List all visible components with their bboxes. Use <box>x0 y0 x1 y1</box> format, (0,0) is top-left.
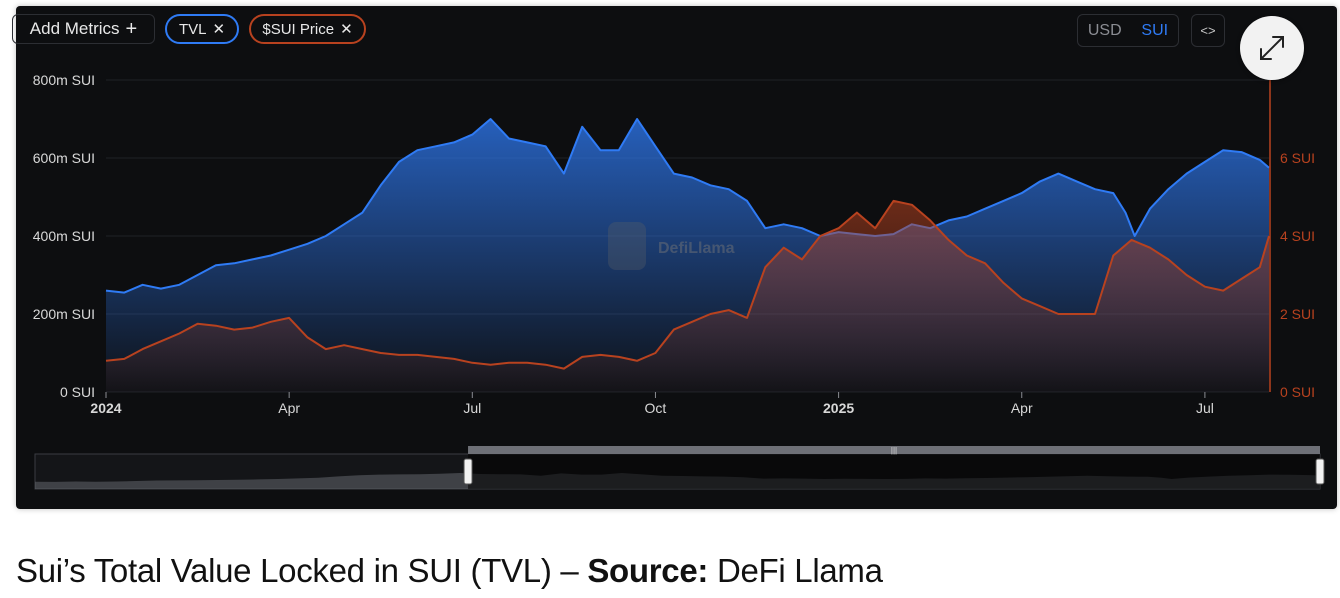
navigator-handle[interactable] <box>463 458 473 485</box>
tvl-line <box>105 118 1270 294</box>
series-areas <box>105 118 1270 392</box>
y-left-tick-label: 400m SUI <box>33 228 95 244</box>
tvl-metric-pill[interactable]: TVL ✕ <box>165 14 239 44</box>
expand-icon <box>1260 36 1284 60</box>
caption-source-name: DeFi Llama <box>708 552 883 589</box>
x-tick-label: 2024 <box>90 400 121 416</box>
llama-logo-icon <box>608 222 646 270</box>
y-right-tick-label: 0 SUI <box>1280 384 1315 400</box>
axes: 0 SUI 200m SUI 400m SUI 600m SUI 800m SUI 0 S… <box>33 72 1315 416</box>
sui-price-metric-pill[interactable]: $SUI Price ✕ <box>249 14 366 44</box>
y-right-tick-label: 4 SUI <box>1280 228 1315 244</box>
x-tick-label: 2025 <box>823 400 854 416</box>
expand-button[interactable] <box>1240 16 1304 80</box>
plus-icon: + <box>125 17 138 40</box>
denomination-toggle: USD SUI <box>1077 14 1179 47</box>
scrollbar-grip-icon: ||| <box>891 446 897 455</box>
figure-caption: Sui’s Total Value Locked in SUI (TVL) – … <box>16 552 883 590</box>
add-metrics-button[interactable]: Add Metrics + <box>12 14 155 44</box>
x-tick-label: Jul <box>463 400 481 416</box>
watermark-text: DefiLlama <box>658 240 735 257</box>
y-right-tick-label: 6 SUI <box>1280 150 1315 166</box>
sui-price-area <box>106 200 1269 392</box>
defillama-watermark: DefiLlama <box>608 222 735 270</box>
y-left-tick-label: 800m SUI <box>33 72 95 88</box>
y-left-tick-label: 200m SUI <box>33 306 95 322</box>
x-tick-label: Apr <box>278 400 300 416</box>
usd-option[interactable]: USD <box>1087 21 1122 39</box>
y-left-tick-label: 0 SUI <box>60 384 95 400</box>
y-left-tick-label: 600m SUI <box>33 150 95 166</box>
navigator-handle[interactable] <box>1315 458 1325 485</box>
close-icon[interactable]: ✕ <box>340 21 353 38</box>
time-range-navigator[interactable]: ||| <box>34 446 1325 490</box>
sui-price-line <box>105 199 1270 370</box>
close-icon[interactable]: ✕ <box>212 21 226 38</box>
tvl-pill-label: TVL <box>178 20 207 38</box>
caption-source-label: Source: <box>587 552 709 589</box>
caption-text: Sui’s Total Value Locked in SUI (TVL) – <box>16 552 588 589</box>
code-icon: <> <box>1200 23 1216 38</box>
x-tick-label: Oct <box>645 400 667 416</box>
x-tick-label: Jul <box>1196 400 1214 416</box>
x-tick-label: Apr <box>1011 400 1033 416</box>
y-right-tick-label: 2 SUI <box>1280 306 1315 322</box>
navigator-scrollbar[interactable] <box>468 446 1320 454</box>
sui-option[interactable]: SUI <box>1141 21 1169 39</box>
navigator-selection[interactable] <box>468 454 1320 489</box>
embed-code-button[interactable]: <> <box>1191 14 1225 47</box>
add-metrics-label: Add Metrics <box>29 19 120 38</box>
price-pill-label: $SUI Price <box>262 20 335 38</box>
